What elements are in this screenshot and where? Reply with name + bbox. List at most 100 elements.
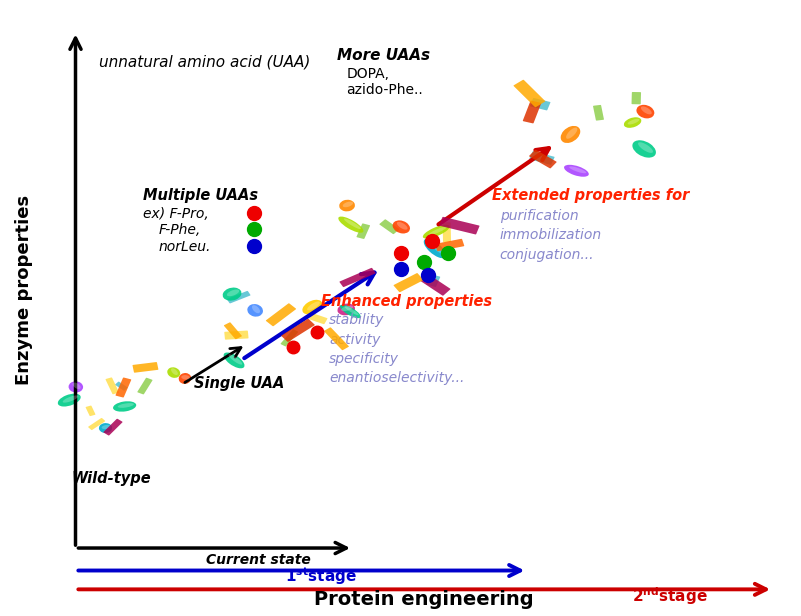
Ellipse shape [337,304,355,315]
Text: Current state: Current state [207,553,311,567]
FancyBboxPatch shape [324,327,349,350]
Ellipse shape [181,375,190,379]
Ellipse shape [252,305,260,314]
Ellipse shape [69,381,83,392]
Ellipse shape [179,373,191,384]
FancyBboxPatch shape [631,92,641,104]
Ellipse shape [424,239,446,258]
FancyBboxPatch shape [103,419,123,436]
Ellipse shape [340,305,360,318]
FancyBboxPatch shape [106,378,119,394]
Ellipse shape [344,306,359,315]
Ellipse shape [58,394,81,407]
Text: Multiple UAAs: Multiple UAAs [143,188,258,203]
Ellipse shape [228,354,242,365]
Text: activity: activity [329,333,380,347]
FancyBboxPatch shape [281,319,315,342]
Text: unnatural amino acid (UAA): unnatural amino acid (UAA) [99,54,311,70]
Ellipse shape [102,425,111,429]
Ellipse shape [248,304,263,317]
Ellipse shape [167,367,180,378]
Text: More UAAs: More UAAs [337,48,430,63]
Text: Single UAA: Single UAA [195,376,285,391]
Ellipse shape [113,401,136,411]
Text: immobilization: immobilization [500,228,602,242]
Ellipse shape [641,107,652,115]
FancyBboxPatch shape [356,224,370,239]
Text: F-Phe,: F-Phe, [159,223,201,237]
Ellipse shape [628,119,639,124]
FancyBboxPatch shape [224,331,248,339]
FancyBboxPatch shape [443,222,451,242]
Ellipse shape [62,395,78,403]
Text: stability: stability [329,313,384,327]
FancyBboxPatch shape [137,378,152,394]
Ellipse shape [341,306,353,311]
FancyBboxPatch shape [115,378,131,397]
FancyBboxPatch shape [523,100,541,123]
Ellipse shape [223,352,244,368]
Ellipse shape [171,368,178,375]
FancyBboxPatch shape [530,98,550,110]
FancyBboxPatch shape [340,268,376,287]
FancyBboxPatch shape [593,105,604,121]
Ellipse shape [307,301,320,310]
FancyBboxPatch shape [393,273,424,292]
Ellipse shape [343,201,353,207]
FancyBboxPatch shape [86,405,95,416]
Ellipse shape [73,383,81,389]
Ellipse shape [397,222,408,230]
Ellipse shape [302,300,322,314]
FancyBboxPatch shape [266,303,296,326]
FancyBboxPatch shape [513,79,545,107]
Text: Wild-type: Wild-type [71,471,151,485]
Ellipse shape [632,140,656,158]
FancyBboxPatch shape [435,239,465,251]
FancyBboxPatch shape [421,274,450,296]
Text: DOPA,: DOPA, [347,67,389,81]
Text: enantioselectivity...: enantioselectivity... [329,371,465,386]
Text: ex) F-Pro,: ex) F-Pro, [143,207,208,221]
FancyBboxPatch shape [426,274,441,287]
FancyBboxPatch shape [439,217,480,235]
Ellipse shape [99,423,112,433]
Ellipse shape [223,288,241,301]
FancyBboxPatch shape [223,322,242,339]
Ellipse shape [561,126,580,143]
Ellipse shape [227,290,239,296]
Ellipse shape [392,221,410,233]
FancyBboxPatch shape [309,314,328,324]
Ellipse shape [566,128,578,139]
Text: purification: purification [500,209,578,222]
Text: azido-Phe..: azido-Phe.. [347,83,424,97]
Ellipse shape [344,219,361,229]
Ellipse shape [637,105,654,118]
Ellipse shape [118,403,134,408]
Text: $\mathit{\mathbf{1^{st}}}$$\mathit{\bf{ stage}}$: $\mathit{\mathbf{1^{st}}}$$\mathit{\bf{ … [285,565,357,588]
FancyBboxPatch shape [132,362,159,373]
Text: norLeu.: norLeu. [159,240,211,254]
FancyBboxPatch shape [280,330,298,346]
Ellipse shape [429,241,444,254]
Text: conjugation...: conjugation... [500,248,594,262]
FancyBboxPatch shape [227,291,251,304]
Text: Enhanced properties: Enhanced properties [321,294,493,309]
Ellipse shape [624,117,642,128]
Ellipse shape [339,200,355,211]
Ellipse shape [570,166,586,173]
Text: $\mathit{\mathbf{2^{nd}}}$$\mathit{\bf{ stage}}$: $\mathit{\mathbf{2^{nd}}}$$\mathit{\bf{ … [632,585,708,607]
Text: Enzyme properties: Enzyme properties [15,195,33,385]
Ellipse shape [638,142,653,153]
FancyBboxPatch shape [529,150,557,168]
Text: Extended properties for: Extended properties for [492,188,689,203]
FancyBboxPatch shape [88,418,105,430]
Text: Protein engineering: Protein engineering [315,590,534,609]
FancyBboxPatch shape [380,219,400,234]
Ellipse shape [338,217,364,233]
Ellipse shape [423,225,449,238]
FancyBboxPatch shape [115,382,127,391]
Ellipse shape [564,165,589,177]
Text: specificity: specificity [329,352,399,366]
Ellipse shape [429,227,447,235]
FancyBboxPatch shape [529,151,554,165]
